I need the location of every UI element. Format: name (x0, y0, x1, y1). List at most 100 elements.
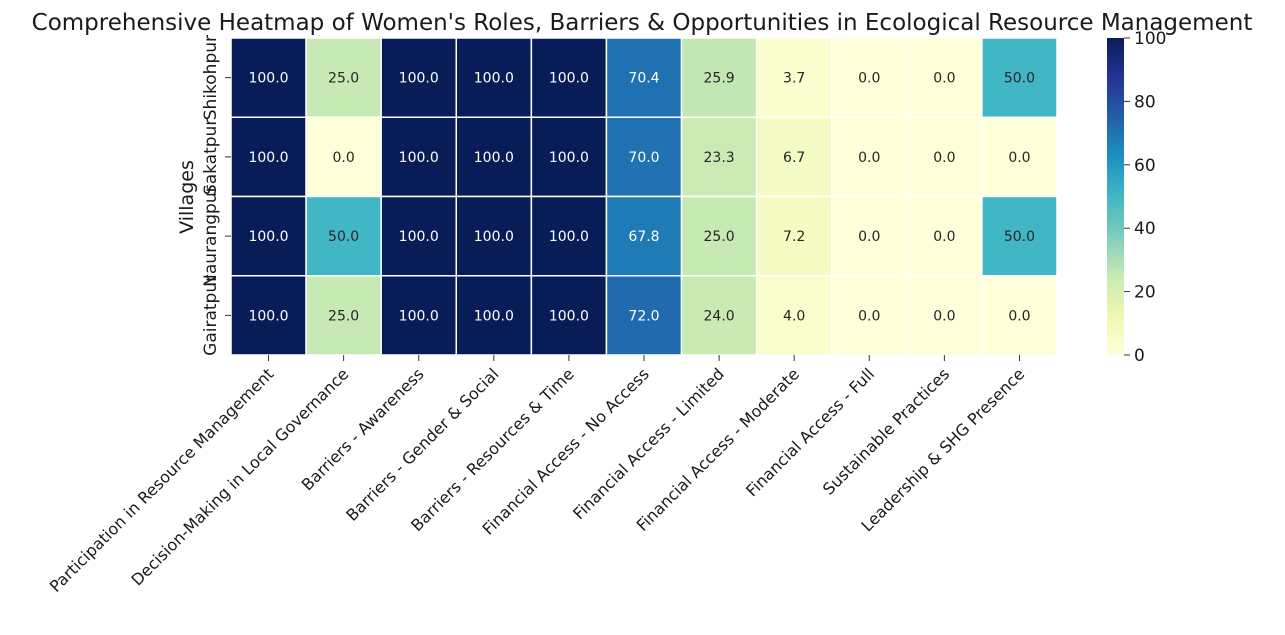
cell-value-label: 0.0 (933, 71, 955, 87)
cell-value-label: 100.0 (248, 150, 288, 166)
colorbar-tick-label: 0 (1134, 346, 1145, 366)
colorbar: 0 20 40 60 80 100 (1107, 29, 1166, 366)
cell-value-label: 4.0 (783, 308, 805, 324)
row-label: Naurangpur (201, 185, 221, 286)
heatmap-cell (380, 275, 458, 356)
cell-value-label: 25.9 (704, 71, 735, 87)
cell-value-label: 100.0 (549, 71, 589, 87)
heatmap-cell (906, 37, 983, 118)
heatmap-cell (755, 116, 833, 198)
cell-value-label: 100.0 (549, 150, 589, 166)
cell-value-label: 0.0 (1008, 150, 1030, 166)
cell-value-label: 100.0 (248, 71, 288, 87)
cell-value-label: 25.0 (704, 229, 735, 245)
cell-value-label: 100.0 (474, 71, 514, 87)
column-tick-labels: Participation in Resource ManagementDeci… (46, 355, 1028, 596)
column-label: Financial Access - Full (742, 364, 878, 500)
cell-value-label: 100.0 (399, 308, 439, 324)
cell-value-label: 100.0 (549, 229, 589, 245)
cell-value-label: 72.0 (628, 308, 659, 324)
heatmap-cell (830, 195, 908, 277)
column-label: Financial Access - Moderate (633, 364, 803, 534)
cell-value-label: 100.0 (399, 71, 439, 87)
column-label: Barriers - Resources & Time (407, 364, 578, 535)
column-label: Leadership & SHG Presence (857, 364, 1028, 535)
heatmap-cell (230, 37, 307, 118)
column-label: Sustainable Practices (819, 364, 953, 498)
cell-value-label: 0.0 (858, 229, 880, 245)
colorbar-tick-label: 80 (1134, 92, 1156, 112)
cell-value-label: 0.0 (858, 71, 880, 87)
cell-value-label: 25.0 (328, 71, 359, 87)
heatmap-cell (830, 275, 908, 356)
heatmap-cell (830, 116, 908, 198)
heatmap-cell (380, 195, 458, 277)
cell-value-label: 100.0 (474, 308, 514, 324)
cell-value-label: 0.0 (933, 150, 955, 166)
row-label: Sakatpur (201, 119, 221, 195)
cell-value-label: 100.0 (248, 308, 288, 324)
cell-value-label: 100.0 (474, 150, 514, 166)
cell-value-label: 25.0 (328, 308, 359, 324)
column-label: Barriers - Gender & Social (342, 364, 502, 524)
cell-value-label: 24.0 (704, 308, 735, 324)
row-label: Shikohpur (201, 35, 221, 120)
heatmap-cell (755, 37, 833, 118)
colorbar-tick-label: 100 (1134, 29, 1166, 49)
heatmap-cell (230, 116, 307, 198)
cell-value-label: 0.0 (933, 229, 955, 245)
heatmap-cell (455, 275, 533, 356)
heatmap-cell (906, 116, 983, 198)
heatmap-cell (380, 116, 458, 198)
cell-value-label: 0.0 (1008, 308, 1030, 324)
cell-value-label: 100.0 (549, 308, 589, 324)
heatmap-cell (530, 195, 608, 277)
cell-value-label: 23.3 (704, 150, 735, 166)
heatmap-cell (605, 195, 683, 277)
chart-title: Comprehensive Heatmap of Women's Roles, … (32, 10, 1253, 36)
cell-value-label: 7.2 (783, 229, 805, 245)
heatmap-cell (906, 275, 983, 356)
cell-value-label: 3.7 (783, 71, 805, 87)
cell-value-label: 67.8 (628, 229, 659, 245)
column-label: Financial Access - Limited (569, 364, 728, 523)
heatmap-cell (605, 116, 683, 198)
heatmap-cell (230, 195, 307, 277)
cell-value-label: 100.0 (248, 229, 288, 245)
cell-value-labels: 100.0 25.0 100.0 100.0 100.0 70.4 25.9 3.7 0.0 0.… (248, 71, 1035, 325)
cell-value-label: 0.0 (858, 150, 880, 166)
heatmap-cell (680, 116, 758, 198)
heatmap-cell (680, 195, 758, 277)
cell-value-label: 0.0 (333, 150, 355, 166)
heatmap-cell (680, 275, 758, 356)
heatmap-cell (981, 195, 1058, 277)
cell-value-label: 50.0 (1004, 71, 1035, 87)
cell-value-label: 0.0 (933, 308, 955, 324)
cell-value-label: 100.0 (474, 229, 514, 245)
heatmap-cell (605, 275, 683, 356)
heatmap-cell (605, 37, 683, 118)
cell-value-label: 50.0 (1004, 229, 1035, 245)
heatmap-cell (530, 116, 608, 198)
cell-value-label: 0.0 (858, 308, 880, 324)
heatmap-cell (981, 37, 1058, 118)
colorbar-tick-label: 40 (1134, 219, 1156, 239)
cell-value-label: 100.0 (399, 229, 439, 245)
heatmap-cells (230, 37, 1058, 356)
heatmap-cell (981, 275, 1058, 356)
heatmap-cell (305, 37, 382, 118)
y-axis-label: Villages (176, 160, 198, 234)
cell-value-label: 100.0 (399, 150, 439, 166)
heatmap-cell (380, 37, 458, 118)
colorbar-gradient (1107, 38, 1124, 355)
heatmap-cell (981, 116, 1058, 198)
column-label: Barriers - Awareness (298, 364, 428, 494)
row-label: Gairatpur (201, 275, 221, 356)
cell-value-label: 6.7 (783, 150, 805, 166)
cell-value-label: 50.0 (328, 229, 359, 245)
cell-value-label: 70.0 (628, 150, 659, 166)
cell-value-label: 70.4 (628, 71, 659, 87)
